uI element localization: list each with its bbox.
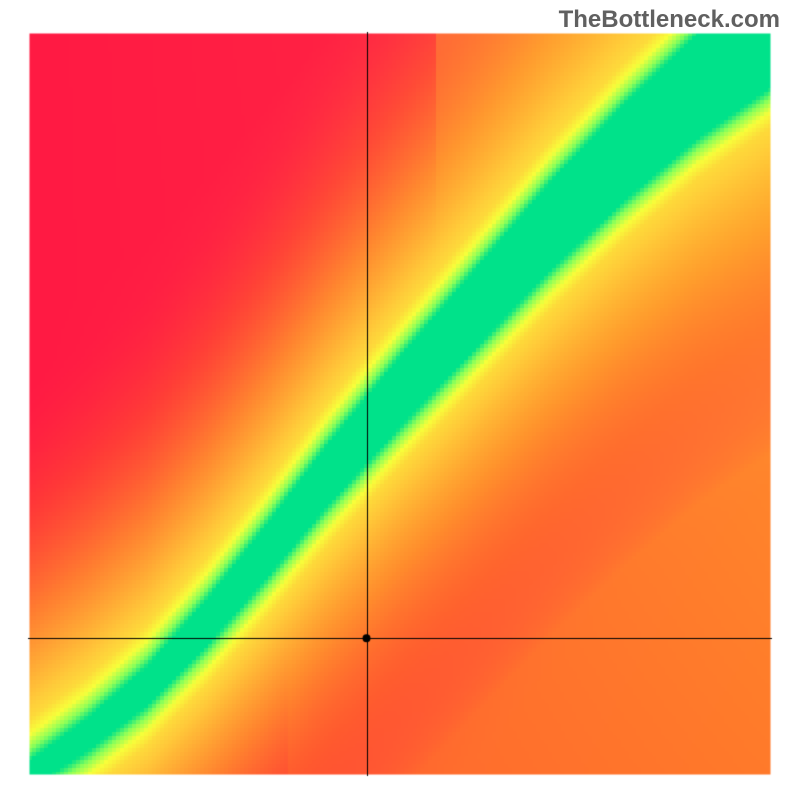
chart-container: TheBottleneck.com bbox=[0, 0, 800, 800]
watermark-text: TheBottleneck.com bbox=[559, 6, 780, 34]
bottleneck-heatmap-canvas bbox=[0, 0, 800, 800]
